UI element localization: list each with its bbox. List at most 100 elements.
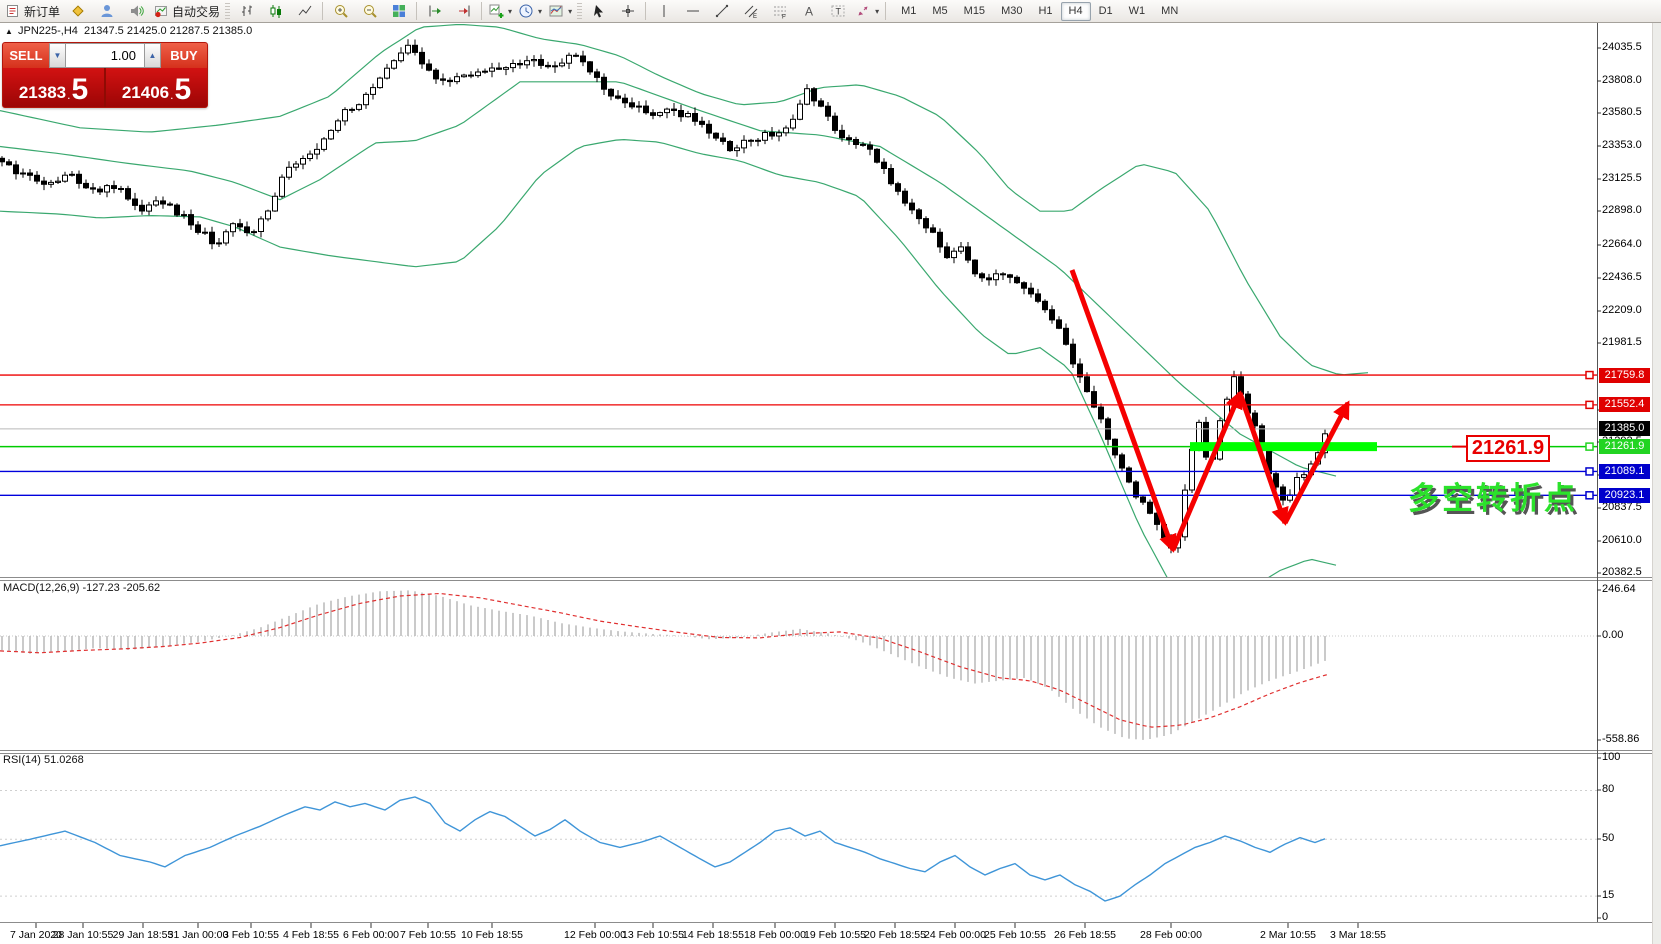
chart-shift-button[interactable] — [449, 1, 478, 21]
price-annotation-box[interactable]: 21261.9 — [1466, 435, 1550, 462]
level-anchor-square — [1585, 442, 1594, 451]
volume-decrease-button[interactable]: ▼ — [49, 43, 66, 68]
autotrading-icon — [155, 6, 168, 18]
symbol-period-label: JPN225-,H4 — [17, 25, 78, 37]
horizontal-line-button[interactable] — [678, 1, 707, 21]
tf-h4-button[interactable]: H4 — [1060, 1, 1091, 21]
tile-windows-button[interactable] — [384, 1, 413, 21]
rsi-indicator-label: RSI(14) 51.0268 — [3, 754, 84, 766]
time-tick: 26 Feb 18:55 — [1054, 929, 1116, 941]
rsi-tick: 100 — [1602, 751, 1621, 763]
arrows-button[interactable]: ▾ — [852, 1, 882, 21]
periods-button[interactable]: ▾ — [515, 1, 545, 21]
volume-input[interactable]: 1.00 — [66, 43, 144, 68]
toolbar-separator — [885, 2, 887, 20]
price-tick: 22209.0 — [1602, 304, 1642, 316]
channel-button[interactable]: E — [736, 1, 765, 21]
time-tick: 31 Jan 00:00 — [167, 929, 229, 941]
toolbar-separator — [481, 2, 483, 20]
equidistant-channel-icon: E — [744, 5, 757, 19]
price-badge: 20923.1 — [1599, 487, 1650, 503]
level-anchor-square — [1585, 400, 1594, 410]
dropdown-caret-icon: ▾ — [875, 6, 880, 16]
toolbar: 新订单 自动交易 — [0, 0, 1661, 23]
zoom-in-button[interactable] — [326, 1, 355, 21]
price-tick: 23353.0 — [1602, 139, 1642, 151]
time-tick: 25 Feb 10:55 — [984, 929, 1046, 941]
price-badge: 21759.8 — [1599, 367, 1650, 383]
trend-arrow — [1170, 390, 1243, 551]
price-tick: 20837.5 — [1602, 501, 1642, 513]
sell-price-main: 21383 — [18, 83, 67, 102]
time-tick: 2 Mar 10:55 — [1259, 929, 1317, 941]
toolbar-separator — [645, 2, 647, 20]
toolbar-separator — [416, 2, 418, 20]
price-tick: 22436.5 — [1602, 271, 1642, 283]
tf-m1-button[interactable]: M1 — [901, 4, 917, 17]
buy-price-display[interactable]: 21406 . 5 — [106, 68, 207, 107]
indicators-icon — [489, 4, 504, 18]
text-label-button[interactable]: T — [823, 1, 852, 21]
price-tick: 23808.0 — [1602, 74, 1642, 86]
tf-m5-button[interactable]: M5 — [932, 4, 948, 17]
auto-scroll-button[interactable] — [420, 1, 449, 21]
price-tick: 20382.5 — [1602, 566, 1642, 578]
tf-w1-button[interactable]: W1 — [1128, 4, 1146, 17]
gold-badge-button[interactable] — [63, 1, 92, 21]
cursor-button[interactable] — [584, 1, 613, 21]
tf-d1-button[interactable]: D1 — [1098, 4, 1113, 17]
auto-scroll-icon — [429, 5, 441, 17]
time-tick: 3 Mar 18:55 — [1329, 929, 1387, 941]
trendline-button[interactable] — [707, 1, 736, 21]
rsi-tick: 80 — [1602, 783, 1615, 795]
community-button[interactable] — [92, 1, 121, 21]
tf-m15-button[interactable]: M15 — [963, 4, 986, 17]
toolbar-separator — [322, 2, 324, 20]
time-tick: 29 Jan 18:55 — [112, 929, 174, 941]
window-edge-strip — [1652, 23, 1661, 944]
macd-tick: -558.86 — [1602, 733, 1640, 745]
time-tick: 10 Feb 18:55 — [461, 929, 523, 941]
indicators-button[interactable]: ▾ — [485, 1, 515, 21]
ohlc-values: 21347.5 21425.0 21287.5 21385.0 — [84, 25, 253, 37]
line-chart-button[interactable] — [290, 1, 319, 21]
alerts-button[interactable] — [121, 1, 150, 21]
rsi-tick: 50 — [1602, 832, 1615, 844]
new-order-icon — [7, 5, 18, 17]
macd-signal-line — [0, 592, 1329, 728]
arrows-icon — [858, 6, 868, 16]
fibonacci-button[interactable]: F — [765, 1, 794, 21]
bar-chart-button[interactable] — [232, 1, 261, 21]
tf-m30-button[interactable]: M30 — [1001, 4, 1023, 17]
crosshair-button[interactable] — [613, 1, 642, 21]
autotrading-button[interactable]: 自动交易 — [150, 1, 223, 21]
text-button[interactable]: A — [794, 1, 823, 21]
candlestick-chart-button[interactable] — [261, 1, 290, 21]
line-chart-icon — [298, 5, 311, 16]
sell-button[interactable]: SELL — [3, 43, 49, 68]
tf-mn-button[interactable]: MN — [1161, 4, 1179, 17]
vertical-line-button[interactable] — [649, 1, 678, 21]
buy-button[interactable]: BUY — [161, 43, 207, 68]
buy-price-main: 21406 — [121, 83, 170, 102]
macd-pane — [0, 590, 1597, 740]
turning-point-annotation[interactable]: 多空转折点 — [1408, 481, 1578, 516]
rsi-tick: 15 — [1602, 889, 1615, 901]
trendline-icon — [715, 4, 728, 18]
templates-button[interactable]: ▾ — [545, 1, 575, 21]
svg-text:T: T — [835, 7, 841, 17]
object-arrow-icon: ▲ — [5, 27, 13, 36]
bollinger-upper-band — [0, 24, 1369, 376]
time-tick: 28 Jan 10:55 — [52, 929, 114, 941]
tf-h1-button[interactable]: H1 — [1038, 4, 1053, 17]
price-tick: 20610.0 — [1602, 534, 1642, 546]
zoom-out-button[interactable] — [355, 1, 384, 21]
level-anchor-square — [1585, 491, 1594, 500]
macd-tick: 0.00 — [1602, 629, 1624, 641]
volume-increase-button[interactable]: ▲ — [144, 43, 161, 68]
time-tick: 14 Feb 18:55 — [682, 929, 744, 941]
sell-price-display[interactable]: 21383 . 5 — [3, 68, 104, 107]
new-order-button[interactable]: 新订单 — [2, 1, 63, 21]
